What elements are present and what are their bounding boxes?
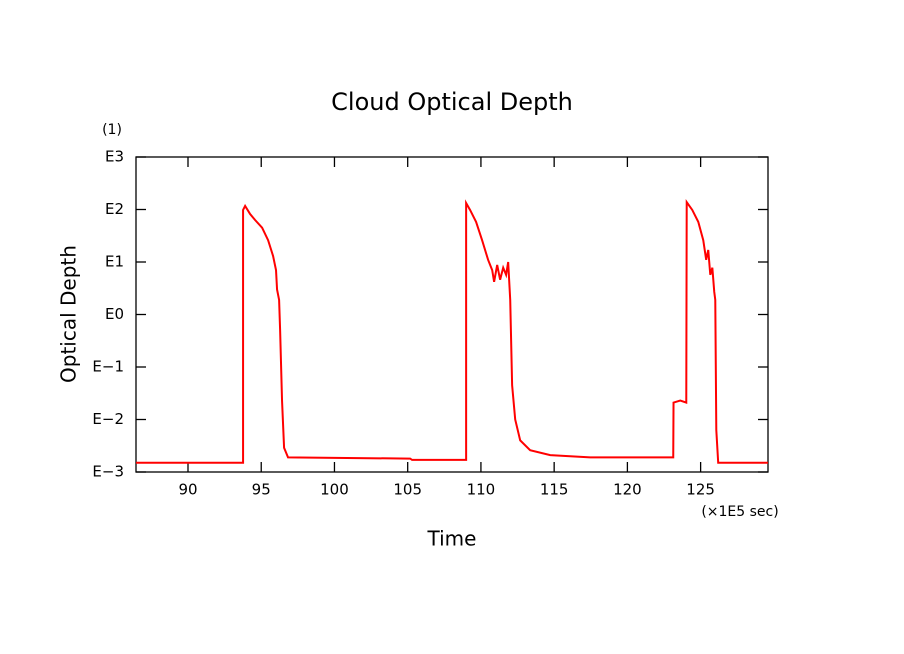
data-line: [136, 199, 768, 464]
x-tick-label: 125: [686, 481, 715, 499]
x-tick-label: 95: [252, 481, 271, 499]
x-axis-label: Time: [427, 527, 477, 551]
y-tick-label: E2: [105, 200, 124, 218]
x-tick-label: 115: [540, 481, 569, 499]
x-tick-label: 90: [178, 481, 197, 499]
x-unit: (×1E5 sec): [701, 504, 778, 520]
y-tick-label: E−3: [92, 463, 124, 481]
y-tick-label: E3: [105, 148, 124, 166]
y-tick-label: E1: [105, 253, 124, 271]
y-tick-label: E−2: [92, 410, 124, 428]
y-tick-label: E−1: [92, 358, 124, 376]
chart-title: Cloud Optical Depth: [331, 88, 573, 116]
x-tick-label: 100: [320, 481, 349, 499]
y-axis-label: Optical Depth: [57, 245, 81, 383]
x-tick-label: 105: [393, 481, 422, 499]
y-tick-label: E0: [105, 305, 124, 323]
x-tick-label: 110: [467, 481, 496, 499]
x-tick-label: 120: [613, 481, 642, 499]
y-unit: (1): [102, 122, 122, 138]
